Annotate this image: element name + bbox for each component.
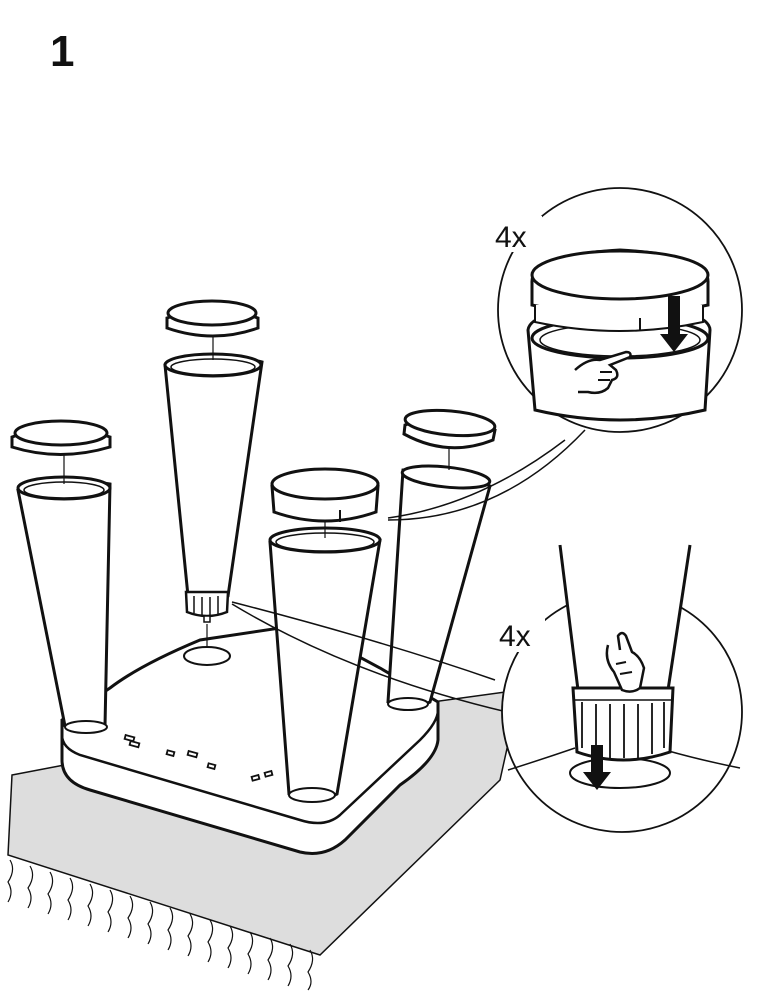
cap-center-back <box>165 299 260 338</box>
cap-right-back <box>402 408 497 450</box>
arrow-down-icon <box>660 296 688 352</box>
arrow-down-icon <box>583 745 611 790</box>
leg-left <box>16 453 112 734</box>
callout-1 <box>497 187 743 433</box>
callout-1-multiplier: 4x <box>495 221 527 254</box>
label-bg-1 <box>492 216 542 252</box>
cap-front <box>270 467 380 523</box>
leg-center-back <box>163 335 264 648</box>
pointing-hand-icon <box>605 631 646 693</box>
leg-right-back <box>386 446 492 711</box>
callout-2 <box>501 544 743 833</box>
leg-front <box>268 518 382 803</box>
cap-left <box>10 419 112 456</box>
rug-fringe <box>7 859 314 991</box>
callout-2-pointer <box>231 601 508 713</box>
step-number: 1 <box>50 27 75 76</box>
label-bg-2 <box>497 616 545 652</box>
callout-2-multiplier: 4x <box>499 620 531 653</box>
pointing-hand-icon <box>574 350 632 395</box>
callout-1-pointer <box>387 429 586 521</box>
